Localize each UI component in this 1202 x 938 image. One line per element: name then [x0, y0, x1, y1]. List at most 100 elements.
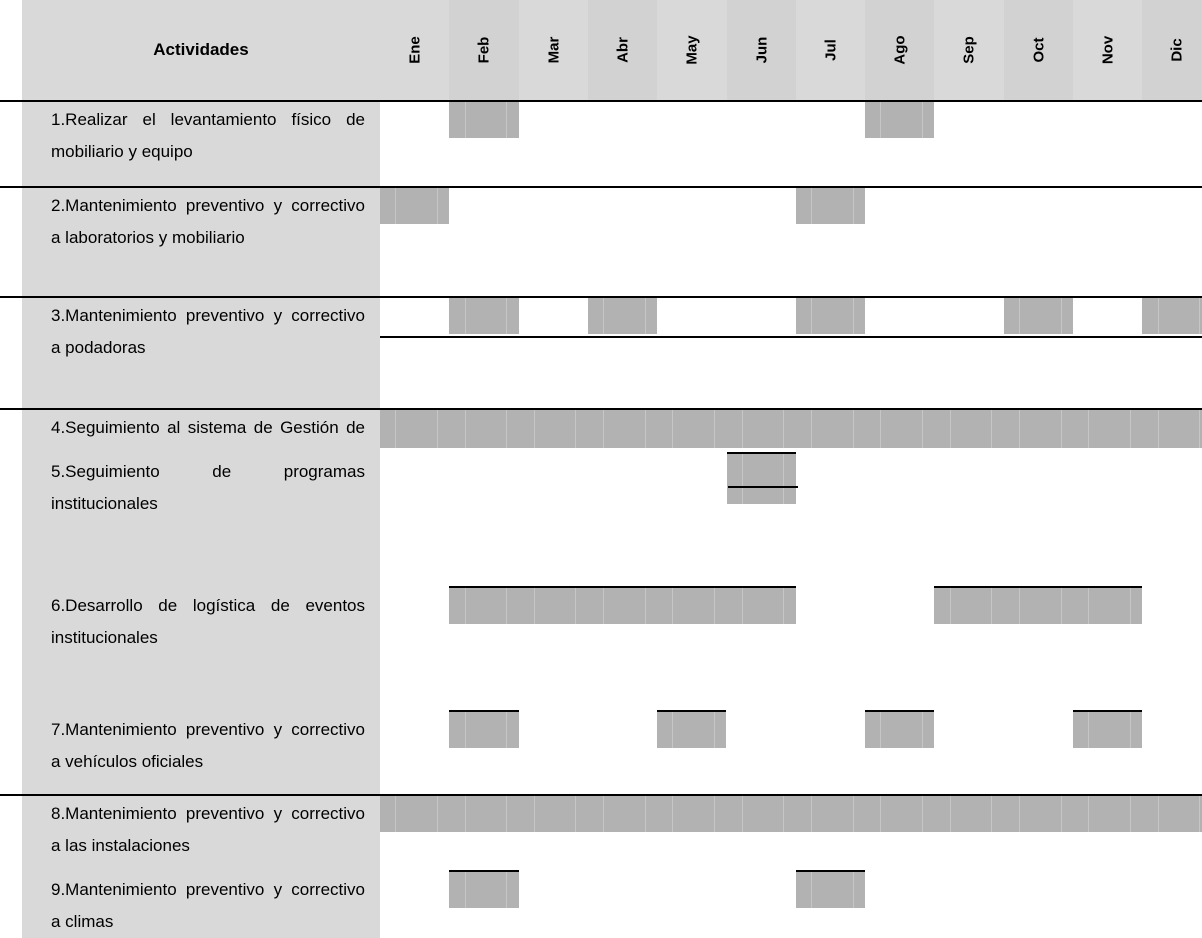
schedule-bar-divider: [783, 454, 785, 504]
month-header-sep: Sep: [934, 0, 1005, 100]
schedule-bar: [865, 710, 935, 748]
schedule-bar-divider: [1199, 298, 1201, 334]
schedule-bar-divider: [506, 102, 508, 138]
schedule-bar-divider: [783, 410, 785, 448]
month-header-nov: Nov: [1073, 0, 1143, 100]
schedule-bar-divider: [811, 872, 813, 908]
schedule-bar-divider: [783, 796, 785, 832]
schedule-bar: [449, 100, 519, 138]
month-label: Oct: [1030, 37, 1048, 63]
month-header-ago: Ago: [865, 0, 936, 100]
activity-label: 5.Seguimiento de programas institucional…: [51, 462, 365, 513]
schedule-bar: [795, 186, 866, 224]
month-header-jun: Jun: [726, 0, 797, 100]
schedule-bar-divider: [533, 410, 535, 448]
schedule-bar-divider: [714, 588, 716, 624]
schedule-bar-divider: [672, 712, 674, 748]
schedule-bar-divider: [991, 588, 993, 624]
schedule-bar-divider: [949, 410, 951, 448]
schedule-bar-divider: [811, 410, 813, 448]
schedule-bar-divider: [1088, 712, 1090, 748]
schedule-bar-divider: [644, 796, 646, 832]
row-divider-line: [0, 408, 1202, 410]
schedule-bar-divider: [1018, 796, 1020, 832]
schedule-bar-divider: [1088, 588, 1090, 624]
schedule-bar-divider: [741, 410, 743, 448]
schedule-bar: [934, 586, 1143, 624]
schedule-bar-divider: [852, 796, 854, 832]
schedule-bar-divider: [464, 872, 466, 908]
schedule-bar: [449, 296, 519, 334]
schedule-bar: [657, 710, 727, 748]
schedule-bar-divider: [395, 410, 397, 448]
schedule-bar-divider: [436, 796, 438, 832]
schedule-bar-divider: [1157, 298, 1159, 334]
schedule-bar-divider: [506, 712, 508, 748]
schedule-bar-divider: [852, 410, 854, 448]
activity-label: 2.Mantenimiento preventivo y correctivo …: [51, 196, 365, 247]
schedule-bar-divider: [533, 588, 535, 624]
month-label: Nov: [1099, 35, 1117, 65]
activity-label-cell: 3.Mantenimiento preventivo y correctivo …: [22, 296, 380, 408]
month-label: Ago: [891, 35, 909, 65]
month-label: Dic: [1168, 38, 1186, 62]
schedule-bar-divider: [1060, 298, 1062, 334]
schedule-bar-divider: [991, 796, 993, 832]
schedule-bar-divider: [603, 298, 605, 334]
month-label: Sep: [960, 36, 978, 64]
schedule-bar-divider: [603, 588, 605, 624]
schedule-bar-divider: [1088, 796, 1090, 832]
schedule-bar-divider: [991, 410, 993, 448]
schedule-bar-divider: [1199, 796, 1201, 832]
schedule-bar-divider: [1088, 410, 1090, 448]
schedule-bar-divider: [714, 712, 716, 748]
schedule-bar-divider: [1129, 796, 1131, 832]
schedule-bar-divider: [741, 454, 743, 504]
schedule-bar-divider: [464, 410, 466, 448]
schedule-bar-divider: [921, 712, 923, 748]
schedule-bar-divider: [603, 796, 605, 832]
schedule-bar-divider: [436, 410, 438, 448]
month-header-ene: Ene: [380, 0, 450, 100]
activity-label: 9.Mantenimiento preventivo y correctivo …: [51, 880, 365, 931]
row-divider-line: [380, 336, 1202, 338]
schedule-bar-divider: [533, 796, 535, 832]
schedule-bar-divider: [880, 796, 882, 832]
activity-label-cell: 6.Desarrollo de logística de eventos ins…: [22, 586, 380, 710]
schedule-bar-divider: [852, 872, 854, 908]
schedule-bar-divider: [741, 588, 743, 624]
schedule-bar: [380, 186, 450, 224]
schedule-bar-divider: [575, 588, 577, 624]
activity-label-cell: 9.Mantenimiento preventivo y correctivo …: [22, 870, 380, 938]
schedule-bar-divider: [575, 410, 577, 448]
schedule-bar-divider: [921, 102, 923, 138]
activity-label-cell: 5.Seguimiento de programas institucional…: [22, 452, 380, 586]
month-header-may: May: [657, 0, 728, 100]
schedule-bar-divider: [464, 796, 466, 832]
schedule-bar-divider: [852, 298, 854, 334]
month-header-oct: Oct: [1003, 0, 1074, 100]
schedule-bar-divider: [644, 298, 646, 334]
schedule-bar: [449, 586, 796, 624]
row-divider-line: [0, 186, 1202, 188]
month-label: Ene: [406, 36, 424, 64]
month-label: Jun: [753, 36, 770, 64]
schedule-bar-divider: [1199, 410, 1201, 448]
month-header-dic: Dic: [1142, 0, 1202, 100]
activity-label-cell: 8.Mantenimiento preventivo y correctivo …: [22, 794, 380, 870]
row-divider-line: [0, 100, 1202, 102]
schedule-bar-divider: [464, 712, 466, 748]
schedule-bar: [795, 870, 866, 908]
schedule-bar-divider: [464, 102, 466, 138]
activity-label: 1.Realizar el levantamiento físico de mo…: [51, 110, 365, 161]
schedule-bar-divider: [1060, 410, 1062, 448]
schedule-bar-divider: [714, 796, 716, 832]
schedule-bar-divider: [852, 188, 854, 224]
schedule-bar-divider: [506, 588, 508, 624]
schedule-bar: [1003, 296, 1073, 334]
schedule-bar-divider: [949, 796, 951, 832]
schedule-bar-divider: [506, 872, 508, 908]
schedule-bar-divider: [1129, 410, 1131, 448]
schedule-bar-divider: [1060, 588, 1062, 624]
